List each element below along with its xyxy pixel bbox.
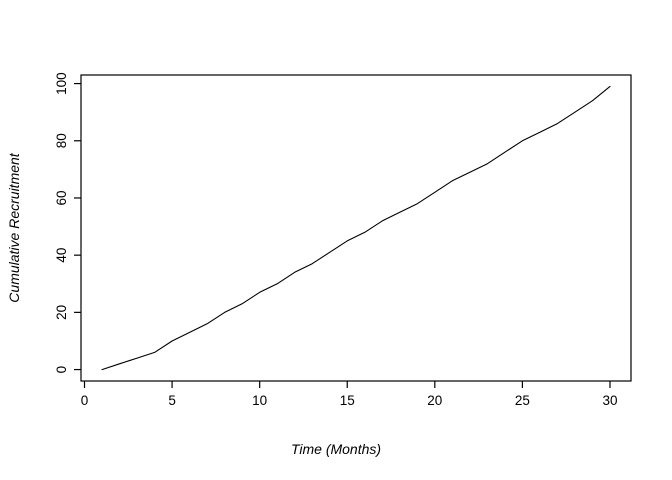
x-tick-label: 0	[81, 393, 89, 408]
x-tick-label: 25	[515, 393, 530, 408]
y-tick-label: 20	[54, 305, 69, 320]
y-tick-label: 0	[54, 366, 69, 374]
plot-box	[80, 74, 632, 382]
x-tick-label: 20	[427, 393, 442, 408]
y-tick-label: 60	[54, 190, 69, 205]
y-tick-label: 100	[54, 72, 69, 95]
x-axis-title: Time (Months)	[290, 441, 382, 457]
x-tick-label: 5	[168, 393, 176, 408]
x-tick-label: 30	[602, 393, 617, 408]
y-tick-label: 80	[54, 133, 69, 148]
y-tick-label: 40	[54, 248, 69, 263]
y-axis-title: Cumulative Recruitment	[6, 153, 22, 303]
x-tick-label: 10	[252, 393, 267, 408]
x-tick-label: 15	[340, 393, 355, 408]
data-line	[101, 85, 611, 371]
